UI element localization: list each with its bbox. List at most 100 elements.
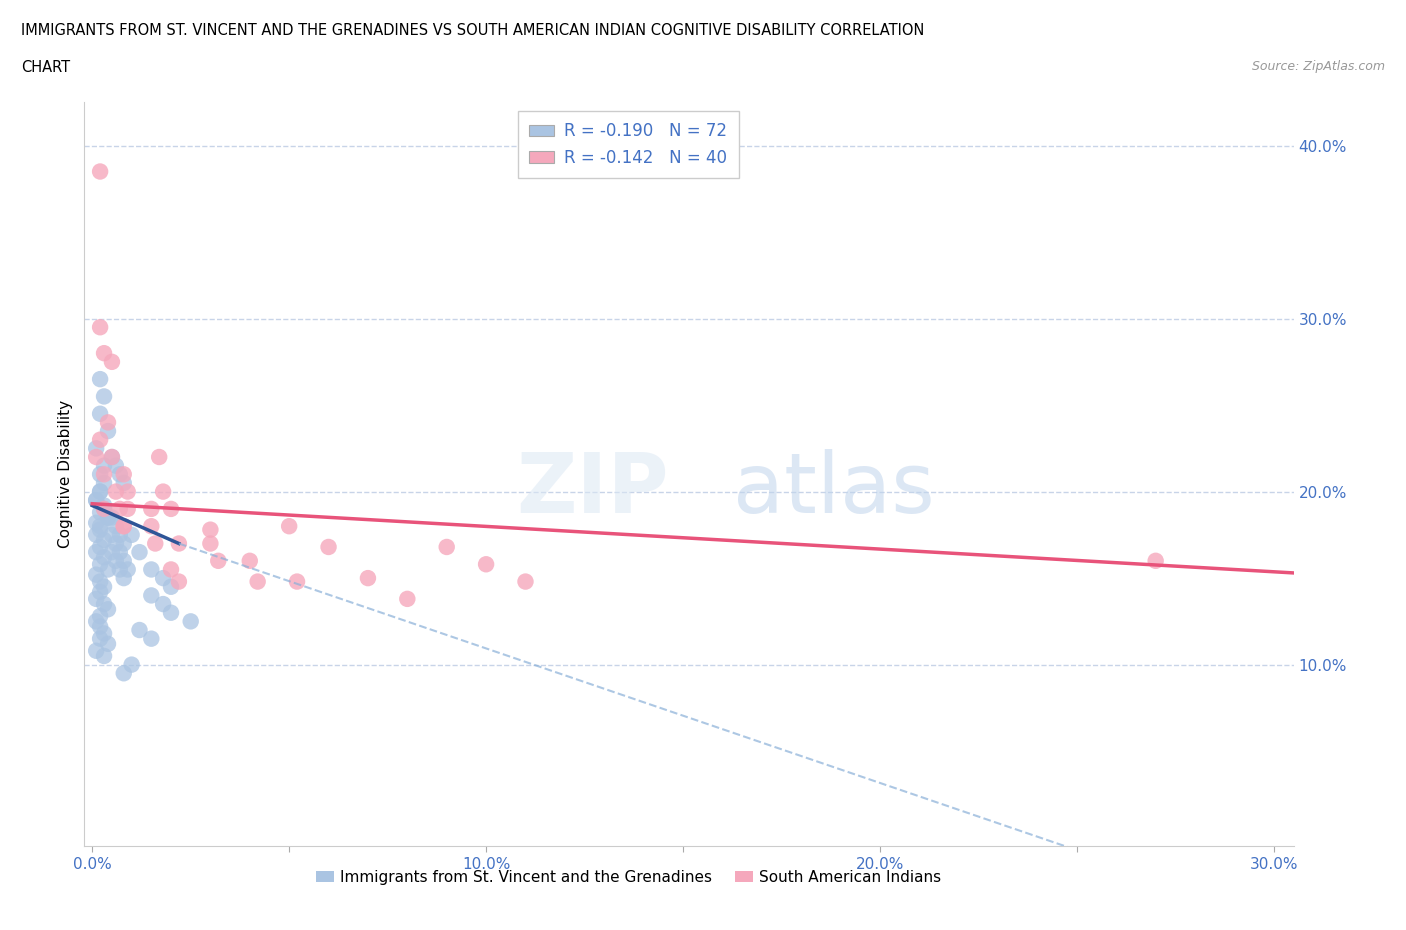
Point [128,622,150,637]
Point [89,585,111,600]
Point [112,571,135,586]
Point [285,574,308,589]
Point [89,372,111,387]
Point [89,485,111,499]
Point [89,485,111,499]
Point [84,527,107,542]
Point [89,467,111,482]
Point [117,485,139,499]
Point [152,485,174,499]
Point [93,458,115,473]
Point [104,458,127,473]
Point [108,562,131,577]
Point [97,636,120,651]
Point [101,449,124,464]
Point [93,467,115,482]
Point [108,545,131,560]
Point [89,406,111,421]
Point [84,567,107,582]
Point [108,467,131,482]
Point [93,597,115,612]
Point [89,320,111,335]
Point [108,527,131,542]
Point [167,536,190,551]
Point [84,591,107,606]
Point [93,648,115,663]
Text: CHART: CHART [21,60,70,75]
Point [148,449,170,464]
Point [112,519,135,534]
Point [112,519,135,534]
Point [101,511,124,525]
Point [93,346,115,361]
Point [89,574,111,589]
Point [93,501,115,516]
Point [97,415,120,430]
Point [84,644,107,658]
Point [141,501,163,516]
Point [84,493,107,508]
Point [84,614,107,629]
Point [104,553,127,568]
Point [104,519,127,534]
Point [89,505,111,520]
Point [152,597,174,612]
Point [160,501,183,516]
Text: Source: ZipAtlas.com: Source: ZipAtlas.com [1251,60,1385,73]
Point [152,571,174,586]
Point [160,605,183,620]
Point [89,164,111,179]
Point [108,501,131,516]
Point [101,527,124,542]
Point [143,536,166,551]
Point [141,588,163,603]
Point [357,571,380,586]
Point [101,545,124,560]
Point [93,501,115,516]
Point [84,449,107,464]
Point [89,519,111,534]
Point [239,553,262,568]
Legend: Immigrants from St. Vincent and the Grenadines, South American Indians: Immigrants from St. Vincent and the Gren… [309,864,948,891]
Point [160,562,183,577]
Point [160,579,183,594]
Point [97,562,120,577]
Point [97,511,120,525]
Y-axis label: Cognitive Disability: Cognitive Disability [58,400,73,549]
Text: IMMIGRANTS FROM ST. VINCENT AND THE GRENADINES VS SOUTH AMERICAN INDIAN COGNITIV: IMMIGRANTS FROM ST. VINCENT AND THE GREN… [21,23,925,38]
Point [128,545,150,560]
Point [141,631,163,646]
Point [200,523,222,538]
Point [117,501,139,516]
Point [396,591,419,606]
Point [104,536,127,551]
Point [93,498,115,512]
Point [84,441,107,456]
Point [93,533,115,548]
Point [141,519,163,534]
Text: ZIP: ZIP [516,448,668,530]
Point [97,511,120,525]
Point [89,432,111,447]
Point [89,619,111,634]
Point [93,626,115,641]
Point [89,557,111,572]
Point [112,553,135,568]
Point [117,562,139,577]
Point [97,602,120,617]
Point [436,539,458,554]
Point [84,493,107,508]
Point [101,449,124,464]
Point [318,539,340,554]
Point [97,423,120,438]
Point [167,574,190,589]
Point [112,475,135,490]
Point [93,475,115,490]
Point [141,562,163,577]
Point [89,539,111,554]
Point [89,631,111,646]
Point [112,467,135,482]
Text: atlas: atlas [733,448,935,530]
Point [89,523,111,538]
Point [200,536,222,551]
